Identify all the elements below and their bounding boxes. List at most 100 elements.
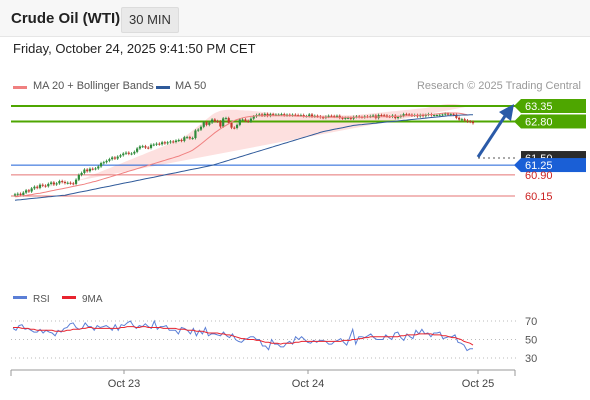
x-tick-label: Oct 24 xyxy=(292,378,324,390)
candle xyxy=(74,179,78,184)
candle xyxy=(69,182,72,184)
candle xyxy=(122,153,125,156)
legend-rsi-label: RSI xyxy=(33,294,50,305)
candle xyxy=(341,117,344,119)
legend-ma20-label: MA 20 + Bollinger Bands xyxy=(33,80,154,92)
candle xyxy=(27,190,30,192)
candle xyxy=(280,114,283,116)
forecast-arrow-shaft xyxy=(476,115,507,158)
candle xyxy=(402,114,405,116)
candle xyxy=(213,119,216,122)
level-label: 60.15 xyxy=(525,191,553,203)
candle xyxy=(166,142,169,144)
candle xyxy=(124,152,128,154)
candle xyxy=(72,183,75,185)
candle xyxy=(227,118,230,123)
candle xyxy=(224,118,228,120)
candle xyxy=(25,190,28,193)
candle xyxy=(285,114,289,116)
candle xyxy=(455,114,458,118)
candle xyxy=(444,113,447,115)
candle xyxy=(194,130,197,139)
candle xyxy=(380,115,383,116)
candle xyxy=(30,188,33,192)
candle xyxy=(291,114,294,116)
x-tick-label: Oct 23 xyxy=(108,378,140,390)
candle xyxy=(294,114,297,116)
candle xyxy=(435,115,439,116)
x-tick-label: Oct 25 xyxy=(462,378,494,390)
candle xyxy=(272,114,275,116)
candle xyxy=(116,156,119,159)
candle xyxy=(460,119,463,121)
candle xyxy=(58,181,61,184)
candle xyxy=(161,142,164,145)
candle xyxy=(188,137,191,139)
candle xyxy=(405,114,408,116)
level-label: 63.35 xyxy=(525,101,553,113)
rsi-tick-label: 70 xyxy=(525,316,537,328)
candle xyxy=(258,114,261,116)
legend-swatch-ma50 xyxy=(156,86,170,89)
candle xyxy=(88,168,92,172)
candle xyxy=(144,146,147,148)
candle xyxy=(183,137,186,141)
rsi-tick-label: 50 xyxy=(525,335,537,347)
candle xyxy=(199,126,203,130)
candle xyxy=(469,121,472,123)
candle xyxy=(63,181,67,184)
candle xyxy=(349,117,352,119)
candle xyxy=(277,114,280,116)
candle xyxy=(55,183,58,185)
candle xyxy=(13,194,17,196)
candle xyxy=(172,141,175,143)
candle xyxy=(210,119,214,123)
candle xyxy=(241,119,244,121)
candle xyxy=(408,114,411,116)
candle xyxy=(49,182,53,184)
candle xyxy=(86,169,89,172)
candle xyxy=(446,113,450,115)
legend-swatch-9ma xyxy=(62,296,76,299)
candle xyxy=(155,143,158,145)
candle xyxy=(352,116,355,119)
candle xyxy=(119,155,122,157)
candle xyxy=(94,168,97,170)
candle xyxy=(297,115,300,116)
candle xyxy=(108,159,111,161)
candle xyxy=(105,160,108,163)
candle xyxy=(191,138,194,140)
candle xyxy=(149,144,153,148)
candle xyxy=(169,141,172,143)
candle xyxy=(269,114,272,116)
price-tag-pointer xyxy=(514,99,521,113)
price-tag-bg xyxy=(521,114,586,129)
ma20-line xyxy=(14,112,468,198)
legend-ma50-label: MA 50 xyxy=(175,80,207,92)
candle xyxy=(38,184,42,188)
timeframe-button[interactable]: 30 MIN xyxy=(121,7,179,33)
level-label: 62.80 xyxy=(525,116,553,128)
legend-9ma-label: 9MA xyxy=(82,294,103,305)
candle xyxy=(263,113,266,116)
candle xyxy=(36,186,39,188)
forecast-arrow-head xyxy=(499,104,514,121)
candle xyxy=(22,192,25,196)
candle xyxy=(197,129,200,131)
rsi-series-9MA xyxy=(13,326,474,346)
candle xyxy=(141,146,144,148)
candle xyxy=(33,186,36,189)
rsi-series-RSI xyxy=(12,319,473,352)
candle xyxy=(466,120,469,122)
rsi-tick-label: 30 xyxy=(525,353,537,365)
candle xyxy=(327,115,330,117)
candle xyxy=(152,144,155,146)
candle xyxy=(61,181,64,183)
candle xyxy=(180,140,183,142)
candle xyxy=(283,114,286,116)
timestamp: Friday, October 24, 2025 9:41:50 PM CET xyxy=(13,41,256,56)
candle xyxy=(222,118,225,127)
candle xyxy=(260,114,264,116)
